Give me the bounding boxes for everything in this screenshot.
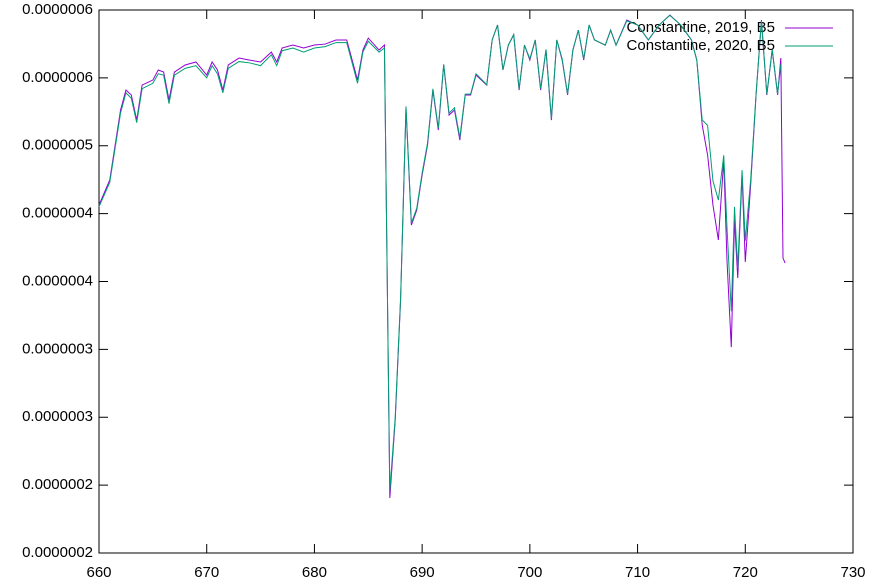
x-tick-label: 690 xyxy=(410,564,435,581)
y-tick-label: 0.0000004 xyxy=(22,272,93,289)
y-tick-label: 0.0000002 xyxy=(22,544,93,561)
x-tick-label: 660 xyxy=(86,564,111,581)
x-tick-label: 730 xyxy=(840,564,865,581)
x-tick-label: 700 xyxy=(517,564,542,581)
y-tick-label: 0.0000005 xyxy=(22,137,93,154)
y-tick-label: 0.0000003 xyxy=(22,408,93,425)
legend-label: Constantine, 2020, B5 xyxy=(627,37,775,54)
y-tick-label: 0.0000004 xyxy=(22,205,93,222)
x-tick-label: 670 xyxy=(194,564,219,581)
legend-label: Constantine, 2019, B5 xyxy=(627,19,775,36)
y-tick-label: 0.0000006 xyxy=(22,69,93,86)
y-tick-label: 0.0000003 xyxy=(22,340,93,357)
x-tick-label: 710 xyxy=(625,564,650,581)
x-tick-label: 680 xyxy=(302,564,327,581)
y-tick-label: 0.0000006 xyxy=(22,1,93,18)
data-line xyxy=(98,14,782,491)
y-tick-label: 0.0000002 xyxy=(22,476,93,493)
plot-border xyxy=(98,9,854,554)
x-tick-label: 720 xyxy=(733,564,758,581)
